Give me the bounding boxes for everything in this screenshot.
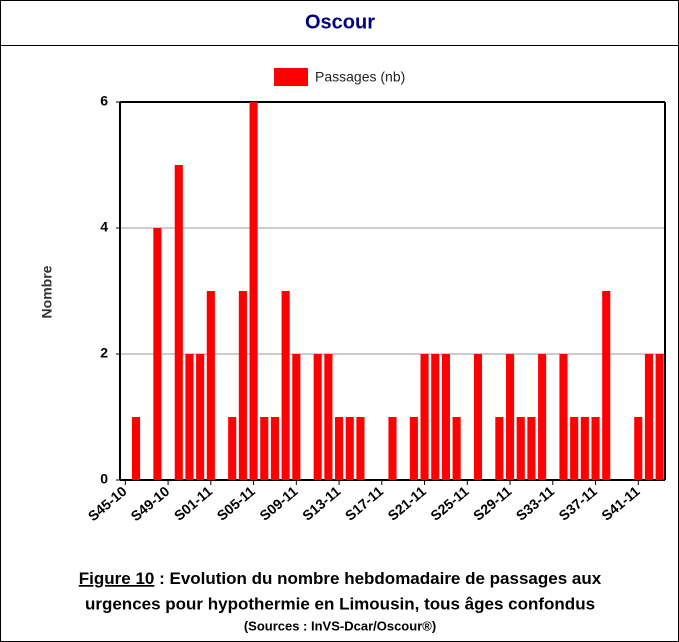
bar bbox=[570, 417, 579, 480]
caption-line1: Figure 10 : Evolution du nombre hebdomad… bbox=[79, 569, 602, 588]
bar bbox=[527, 417, 536, 480]
bar bbox=[580, 417, 589, 480]
bar bbox=[335, 417, 344, 480]
bar bbox=[559, 354, 568, 480]
bar bbox=[591, 417, 600, 480]
bar bbox=[292, 354, 301, 480]
caption-text: : Evolution du nombre hebdomadaire de pa… bbox=[154, 569, 601, 588]
bar bbox=[602, 291, 611, 480]
bar bbox=[634, 417, 643, 480]
caption-line2: urgences pour hypothermie en Limousin, t… bbox=[85, 594, 595, 613]
bar bbox=[270, 417, 280, 480]
bar bbox=[131, 417, 141, 480]
bar bbox=[420, 354, 429, 480]
bar bbox=[174, 165, 183, 480]
bar bbox=[388, 417, 397, 480]
bar bbox=[206, 291, 215, 480]
bar bbox=[153, 228, 162, 480]
legend-label: Passages (nb) bbox=[315, 69, 405, 85]
bar bbox=[185, 354, 194, 480]
bar bbox=[281, 291, 290, 480]
bar bbox=[516, 417, 525, 480]
bar bbox=[441, 354, 450, 480]
y-axis-label: Nombre bbox=[39, 265, 55, 318]
caption-figure: Figure 10 bbox=[79, 569, 155, 588]
bar bbox=[452, 417, 461, 480]
bar bbox=[538, 354, 547, 480]
bar bbox=[313, 354, 322, 480]
bar bbox=[249, 102, 258, 480]
bar bbox=[324, 354, 333, 480]
y-tick-label: 6 bbox=[100, 93, 108, 109]
caption-sources: (Sources : InVS-Dcar/Oscour®) bbox=[244, 618, 436, 633]
bar bbox=[505, 354, 515, 480]
y-tick-label: 4 bbox=[100, 219, 108, 235]
bar bbox=[238, 291, 247, 480]
bar bbox=[431, 354, 440, 480]
y-tick-label: 2 bbox=[100, 345, 108, 361]
bar bbox=[409, 417, 418, 480]
bar bbox=[495, 417, 504, 480]
legend-swatch bbox=[274, 68, 308, 86]
bar bbox=[345, 417, 354, 480]
bar bbox=[644, 354, 654, 480]
bar bbox=[473, 354, 483, 480]
chart-title: Oscour bbox=[305, 11, 375, 33]
bar bbox=[655, 354, 664, 480]
y-tick-label: 0 bbox=[100, 471, 108, 487]
bar bbox=[356, 417, 365, 480]
bar bbox=[260, 417, 269, 480]
bar bbox=[228, 417, 237, 480]
bar bbox=[196, 354, 205, 480]
